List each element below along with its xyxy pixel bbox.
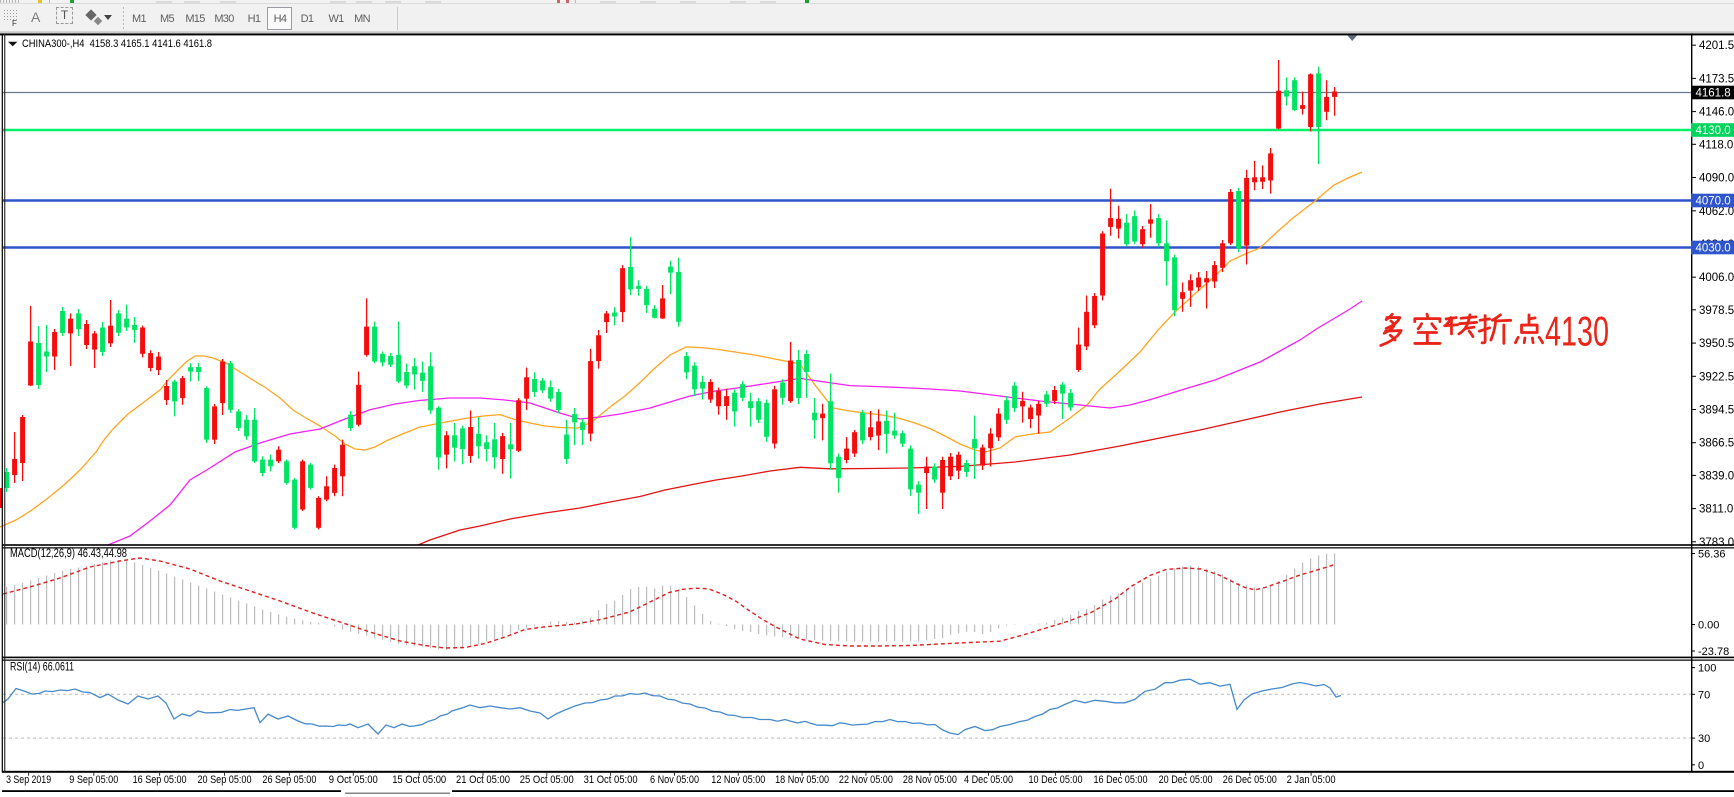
svg-text:3 Sep 2019: 3 Sep 2019 <box>6 774 51 786</box>
svg-text:16 Sep 05:00: 16 Sep 05:00 <box>133 774 187 786</box>
svg-text:9 Oct 05:00: 9 Oct 05:00 <box>329 774 378 786</box>
svg-text:2 Jan 05:00: 2 Jan 05:00 <box>1287 774 1336 786</box>
svg-text:25 Oct 05:00: 25 Oct 05:00 <box>520 774 574 786</box>
svg-text:4130: 4130 <box>1545 308 1609 355</box>
svg-text:4 Dec 05:00: 4 Dec 05:00 <box>964 774 1013 786</box>
svg-text:4090.0: 4090.0 <box>1699 173 1734 185</box>
svg-text:0.00: 0.00 <box>1698 620 1719 632</box>
svg-text:20 Sep 05:00: 20 Sep 05:00 <box>198 774 252 786</box>
svg-text:16 Dec 05:00: 16 Dec 05:00 <box>1094 774 1148 786</box>
svg-text:15 Oct 05:00: 15 Oct 05:00 <box>392 774 446 786</box>
svg-text:10 Dec 05:00: 10 Dec 05:00 <box>1029 774 1083 786</box>
svg-text:3783.0: 3783.0 <box>1699 537 1734 549</box>
svg-text:3839.0: 3839.0 <box>1699 470 1734 482</box>
svg-text:-23.78: -23.78 <box>1698 646 1729 658</box>
svg-text:4118.0: 4118.0 <box>1699 139 1733 151</box>
svg-text:4062.0: 4062.0 <box>1699 206 1734 218</box>
svg-text:RSI(14) 66.0611: RSI(14) 66.0611 <box>10 662 74 674</box>
svg-text:26 Dec 05:00: 26 Dec 05:00 <box>1223 774 1277 786</box>
svg-text:21 Oct 05:00: 21 Oct 05:00 <box>456 774 510 786</box>
svg-text:3950.5: 3950.5 <box>1699 338 1734 350</box>
svg-text:4146.0: 4146.0 <box>1699 107 1734 119</box>
svg-text:4173.5: 4173.5 <box>1699 73 1734 85</box>
svg-text:CHINA300-,H4 4158.3 4165.1 41: CHINA300-,H4 4158.3 4165.1 4141.6 4161.8 <box>22 38 212 50</box>
svg-text:12 Nov 05:00: 12 Nov 05:00 <box>711 774 765 786</box>
svg-text:4161.8: 4161.8 <box>1696 88 1731 100</box>
svg-text:100: 100 <box>1698 663 1716 675</box>
svg-text:56.36: 56.36 <box>1698 549 1726 561</box>
svg-text:31 Oct 05:00: 31 Oct 05:00 <box>584 774 638 786</box>
svg-text:3866.5: 3866.5 <box>1699 438 1734 450</box>
svg-text:28 Nov 05:00: 28 Nov 05:00 <box>903 774 957 786</box>
svg-text:4130.0: 4130.0 <box>1696 125 1731 137</box>
svg-text:20 Dec 05:00: 20 Dec 05:00 <box>1159 774 1213 786</box>
svg-text:6 Nov 05:00: 6 Nov 05:00 <box>650 774 699 786</box>
svg-text:4201.5: 4201.5 <box>1699 40 1734 52</box>
svg-text:9 Sep 05:00: 9 Sep 05:00 <box>69 774 118 786</box>
svg-text:4006.0: 4006.0 <box>1699 272 1734 284</box>
svg-text:26 Sep 05:00: 26 Sep 05:00 <box>262 774 316 786</box>
svg-text:70: 70 <box>1698 689 1710 701</box>
svg-text:4070.0: 4070.0 <box>1696 196 1731 208</box>
svg-text:0: 0 <box>1698 760 1704 772</box>
svg-text:18 Nov 05:00: 18 Nov 05:00 <box>775 774 829 786</box>
svg-text:4030.0: 4030.0 <box>1696 243 1731 255</box>
svg-text:3978.5: 3978.5 <box>1699 305 1734 317</box>
svg-text:3894.5: 3894.5 <box>1699 405 1734 417</box>
svg-text:MACD(12,26,9) 46.43,44.98: MACD(12,26,9) 46.43,44.98 <box>10 548 127 560</box>
svg-text:30: 30 <box>1698 733 1710 745</box>
svg-text:22 Nov 05:00: 22 Nov 05:00 <box>839 774 893 786</box>
svg-text:3922.5: 3922.5 <box>1699 371 1734 383</box>
svg-text:3811.0: 3811.0 <box>1699 504 1733 516</box>
